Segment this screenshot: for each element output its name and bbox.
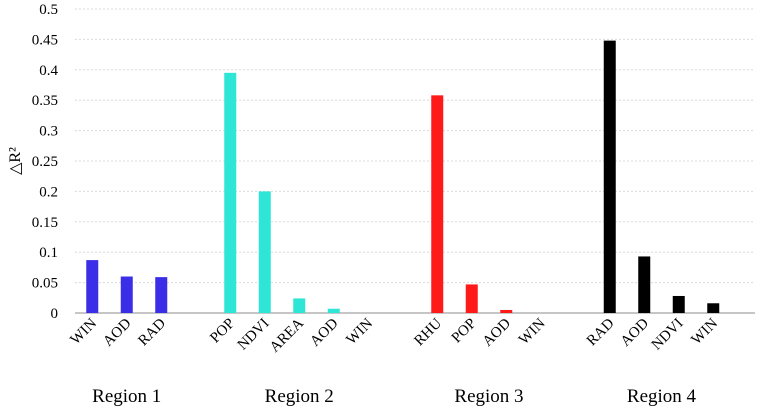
y-tick-label: 0.05 bbox=[32, 276, 58, 292]
y-tick-label: 0.4 bbox=[39, 63, 58, 79]
bar-aod-region-2 bbox=[327, 308, 340, 313]
category-label: RHU bbox=[411, 315, 445, 349]
y-tick-label: 0.45 bbox=[32, 32, 58, 48]
bar-ndvi-region-2 bbox=[258, 191, 271, 313]
bar-win-region-4 bbox=[707, 303, 720, 313]
bar-rad-region-4 bbox=[603, 40, 616, 314]
bar-area-region-2 bbox=[293, 298, 306, 313]
category-label: AOD bbox=[618, 315, 652, 349]
bar-win-region-1 bbox=[86, 260, 99, 313]
y-tick-label: 0.1 bbox=[39, 245, 58, 261]
bar-aod-region-4 bbox=[638, 256, 651, 313]
category-label: AREA bbox=[267, 315, 307, 355]
bar-rhu-region-3 bbox=[431, 95, 444, 313]
y-tick-label: 0 bbox=[51, 306, 59, 322]
bars bbox=[86, 40, 720, 314]
category-label: NDVI bbox=[235, 316, 273, 354]
category-label: NDVI bbox=[649, 316, 687, 354]
bar-pop-region-3 bbox=[465, 284, 478, 313]
category-label: WIN bbox=[516, 315, 549, 348]
y-tick-label: 0.15 bbox=[32, 215, 58, 231]
category-label: AOD bbox=[307, 315, 341, 349]
bar-rad-region-1 bbox=[155, 277, 168, 313]
bar-aod-region-3 bbox=[500, 309, 513, 313]
region-label: Region 2 bbox=[265, 386, 334, 407]
region-labels: Region 1 Region 2 Region 3 Region 4 bbox=[92, 386, 696, 407]
category-label: RAD bbox=[584, 315, 618, 349]
y-tick-label: 0.5 bbox=[39, 2, 58, 18]
bar-aod-region-1 bbox=[120, 276, 133, 313]
y-tick-label: 0.2 bbox=[39, 184, 58, 200]
y-tick-label: 0.25 bbox=[32, 154, 58, 170]
category-label: POP bbox=[449, 316, 480, 347]
y-tick-labels: 0 0.05 0.1 0.15 0.2 0.25 0.3 0.35 0.4 0.45 0.5 bbox=[32, 2, 59, 322]
category-label: AOD bbox=[100, 315, 134, 349]
category-label: WIN bbox=[68, 315, 101, 348]
region-label: Region 1 bbox=[92, 386, 161, 407]
category-label: POP bbox=[207, 316, 238, 347]
region-label: Region 4 bbox=[627, 386, 697, 407]
category-label: AOD bbox=[480, 315, 514, 349]
y-axis-title: △R² bbox=[7, 147, 24, 175]
category-label: WIN bbox=[689, 315, 722, 348]
y-tick-label: 0.3 bbox=[39, 124, 58, 140]
gridlines bbox=[75, 8, 755, 284]
region-label: Region 3 bbox=[454, 386, 523, 407]
bar-ndvi-region-4 bbox=[672, 295, 685, 313]
y-tick-label: 0.35 bbox=[32, 93, 58, 109]
category-label: RAD bbox=[135, 315, 169, 349]
bar-pop-region-2 bbox=[224, 72, 237, 313]
category-label: WIN bbox=[344, 315, 377, 348]
